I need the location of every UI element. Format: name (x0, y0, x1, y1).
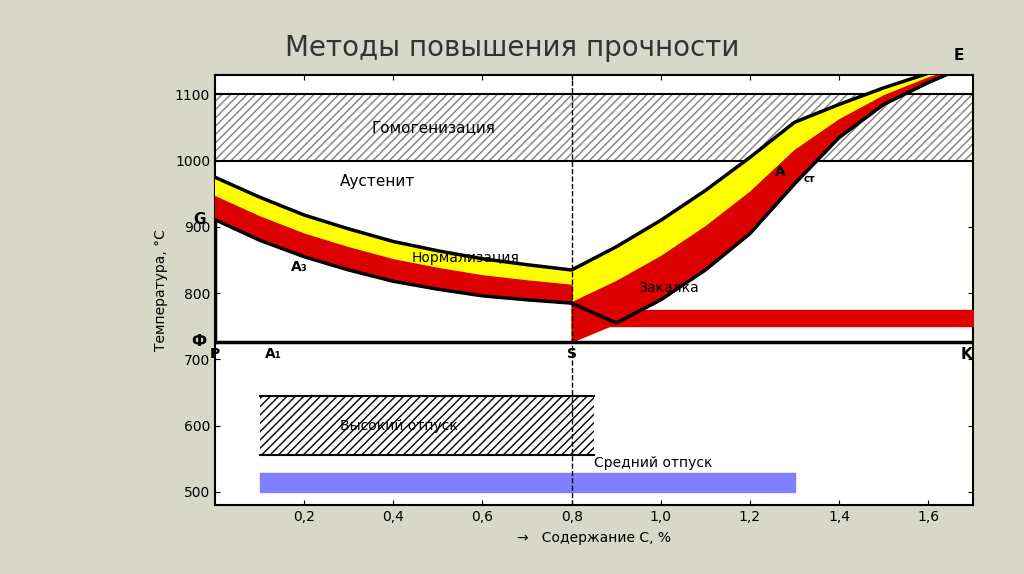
Text: A₃: A₃ (291, 259, 307, 274)
Text: G: G (194, 212, 206, 227)
Text: Аустенит: Аустенит (340, 174, 415, 189)
Text: K: K (962, 347, 973, 363)
X-axis label: →   Содержание С, %: → Содержание С, % (517, 531, 671, 545)
Text: Закалка: Закалка (639, 281, 699, 295)
Text: Ф: Ф (191, 334, 206, 349)
Text: A₁: A₁ (264, 347, 282, 362)
Text: Гомогенизация: Гомогенизация (371, 120, 495, 135)
Text: E: E (953, 48, 964, 63)
Text: ст: ст (804, 174, 815, 184)
Y-axis label: Температура, °С: Температура, °С (154, 229, 168, 351)
Text: Средний отпуск: Средний отпуск (594, 456, 713, 471)
Text: A: A (775, 165, 785, 179)
Text: P: P (210, 347, 220, 362)
Text: Методы повышения прочности: Методы повышения прочности (285, 34, 739, 63)
Text: Высокий отпуск: Высокий отпуск (340, 418, 458, 433)
Text: S: S (566, 347, 577, 362)
Text: Нормализация: Нормализация (412, 251, 519, 265)
